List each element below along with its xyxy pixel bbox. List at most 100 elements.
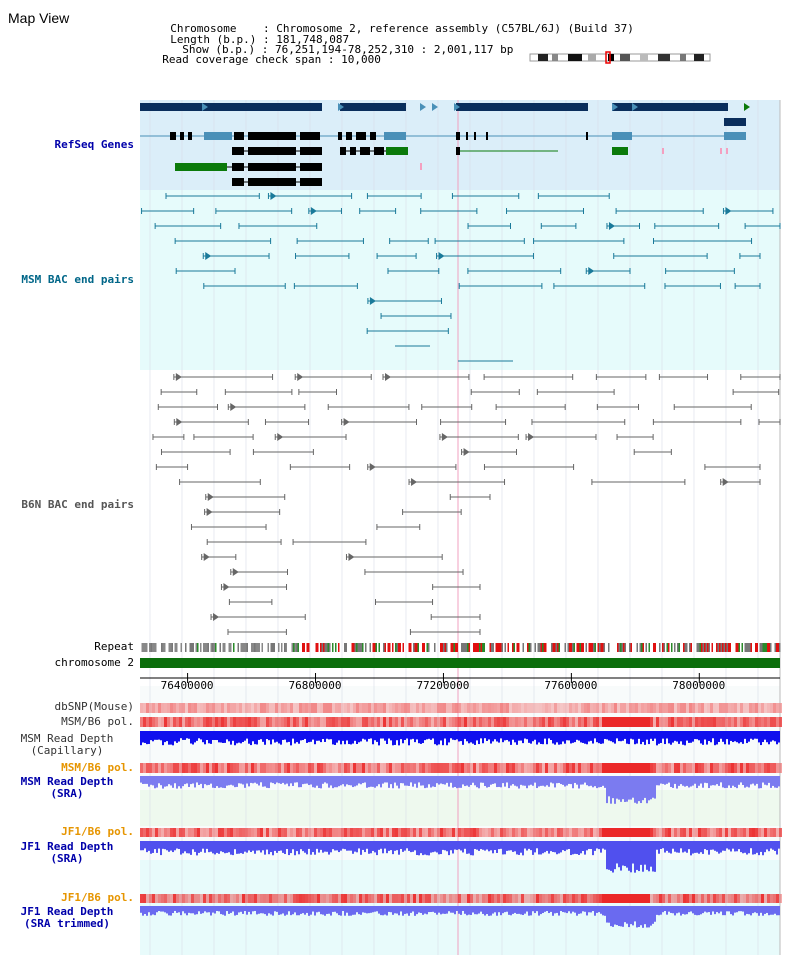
depth-bar — [396, 776, 398, 786]
depth-bar — [288, 906, 290, 912]
depth-bar — [380, 906, 382, 916]
depth-bar — [276, 906, 278, 912]
polymorphism-cell — [575, 894, 578, 903]
polymorphism-cell — [260, 828, 263, 837]
polymorphism-cell — [476, 763, 479, 773]
depth-bar — [640, 731, 642, 745]
gene-exon — [724, 132, 746, 140]
polymorphism-cell — [632, 763, 635, 773]
depth-bar — [310, 731, 312, 742]
depth-bar — [696, 731, 698, 740]
polymorphism-cell — [620, 763, 623, 773]
polymorphism-cell — [419, 894, 422, 903]
polymorphism-cell — [218, 763, 221, 773]
depth-bar — [370, 906, 372, 913]
label-b6n-bac[interactable]: B6N BAC end pairs — [21, 498, 134, 511]
polymorphism-cell — [437, 703, 440, 713]
polymorphism-cell — [170, 894, 173, 903]
polymorphism-cell — [353, 703, 356, 713]
polymorphism-cell — [626, 894, 629, 903]
polymorphism-cell — [428, 828, 431, 837]
repeat-block — [383, 643, 385, 652]
depth-bar — [260, 906, 262, 914]
polymorphism-cell — [482, 703, 485, 713]
polymorphism-cell — [410, 763, 413, 773]
depth-bar — [266, 906, 268, 916]
ideogram-band — [680, 54, 686, 61]
depth-bar — [600, 906, 602, 914]
b6n-bac-pair-arrow — [343, 418, 350, 426]
polymorphism-cell — [728, 763, 731, 773]
depth-bar — [730, 906, 732, 915]
depth-bar — [592, 841, 594, 856]
polymorphism-cell — [275, 763, 278, 773]
repeat-block — [308, 643, 310, 652]
polymorphism-cell — [266, 763, 269, 773]
repeat-block — [212, 643, 214, 652]
depth-bar — [508, 731, 510, 742]
depth-bar — [336, 776, 338, 788]
depth-bar — [762, 841, 764, 856]
depth-bar — [742, 776, 744, 786]
label-msm-bac[interactable]: MSM BAC end pairs — [21, 273, 134, 286]
repeat-block — [719, 643, 721, 652]
depth-bar — [354, 841, 356, 852]
polymorphism-cell — [533, 828, 536, 837]
gene-exon — [456, 103, 588, 111]
polymorphism-cell — [617, 717, 620, 727]
repeat-block — [600, 643, 602, 652]
depth-bar — [330, 906, 332, 916]
polymorphism-cell — [758, 894, 761, 903]
depth-bar — [616, 731, 618, 739]
info-show: Show (b.p.) : 76,251,194-78,252,310 : 2,… — [182, 43, 514, 56]
label-refseq-genes[interactable]: RefSeq Genes — [54, 138, 134, 151]
depth-bar — [630, 776, 632, 800]
repeat-block — [168, 643, 170, 652]
depth-bar — [754, 906, 756, 913]
depth-bar — [436, 906, 438, 915]
repeat-block — [642, 643, 644, 652]
depth-bar — [458, 906, 460, 914]
depth-bar — [648, 841, 650, 872]
depth-bar — [704, 776, 706, 783]
polymorphism-cell — [755, 703, 758, 713]
polymorphism-cell — [467, 703, 470, 713]
depth-bar — [228, 906, 230, 914]
depth-bar — [468, 841, 470, 854]
polymorphism-cell — [668, 894, 671, 903]
polymorphism-cell — [308, 894, 311, 903]
depth-bar — [624, 906, 626, 923]
repeat-block — [389, 643, 391, 652]
depth-bar — [452, 906, 454, 913]
polymorphism-cell — [434, 894, 437, 903]
polymorphism-cell — [743, 703, 746, 713]
polymorphism-cell — [323, 828, 326, 837]
depth-bar — [602, 731, 604, 744]
polymorphism-cell — [197, 763, 200, 773]
polymorphism-cell — [389, 717, 392, 727]
polymorphism-cell — [155, 703, 158, 713]
depth-bar — [260, 776, 262, 783]
depth-bar — [154, 906, 156, 916]
polymorphism-cell — [716, 894, 719, 903]
polymorphism-cell — [305, 703, 308, 713]
depth-bar — [650, 776, 652, 800]
repeat-block — [530, 643, 532, 652]
polymorphism-cell — [614, 828, 617, 837]
gene-exon — [356, 132, 366, 140]
depth-bar — [580, 731, 582, 743]
depth-bar — [530, 906, 532, 916]
depth-bar — [736, 906, 738, 913]
axis-tick-label: 77200000 — [416, 679, 470, 692]
depth-bar — [320, 841, 322, 850]
polymorphism-cell — [767, 717, 770, 727]
polymorphism-cell — [698, 717, 701, 727]
polymorphism-cell — [185, 828, 188, 837]
polymorphism-cell — [737, 703, 740, 713]
polymorphism-cell — [683, 703, 686, 713]
polymorphism-cell — [335, 828, 338, 837]
repeat-block — [474, 643, 476, 652]
repeat-block — [206, 643, 208, 652]
polymorphism-cell — [659, 763, 662, 773]
